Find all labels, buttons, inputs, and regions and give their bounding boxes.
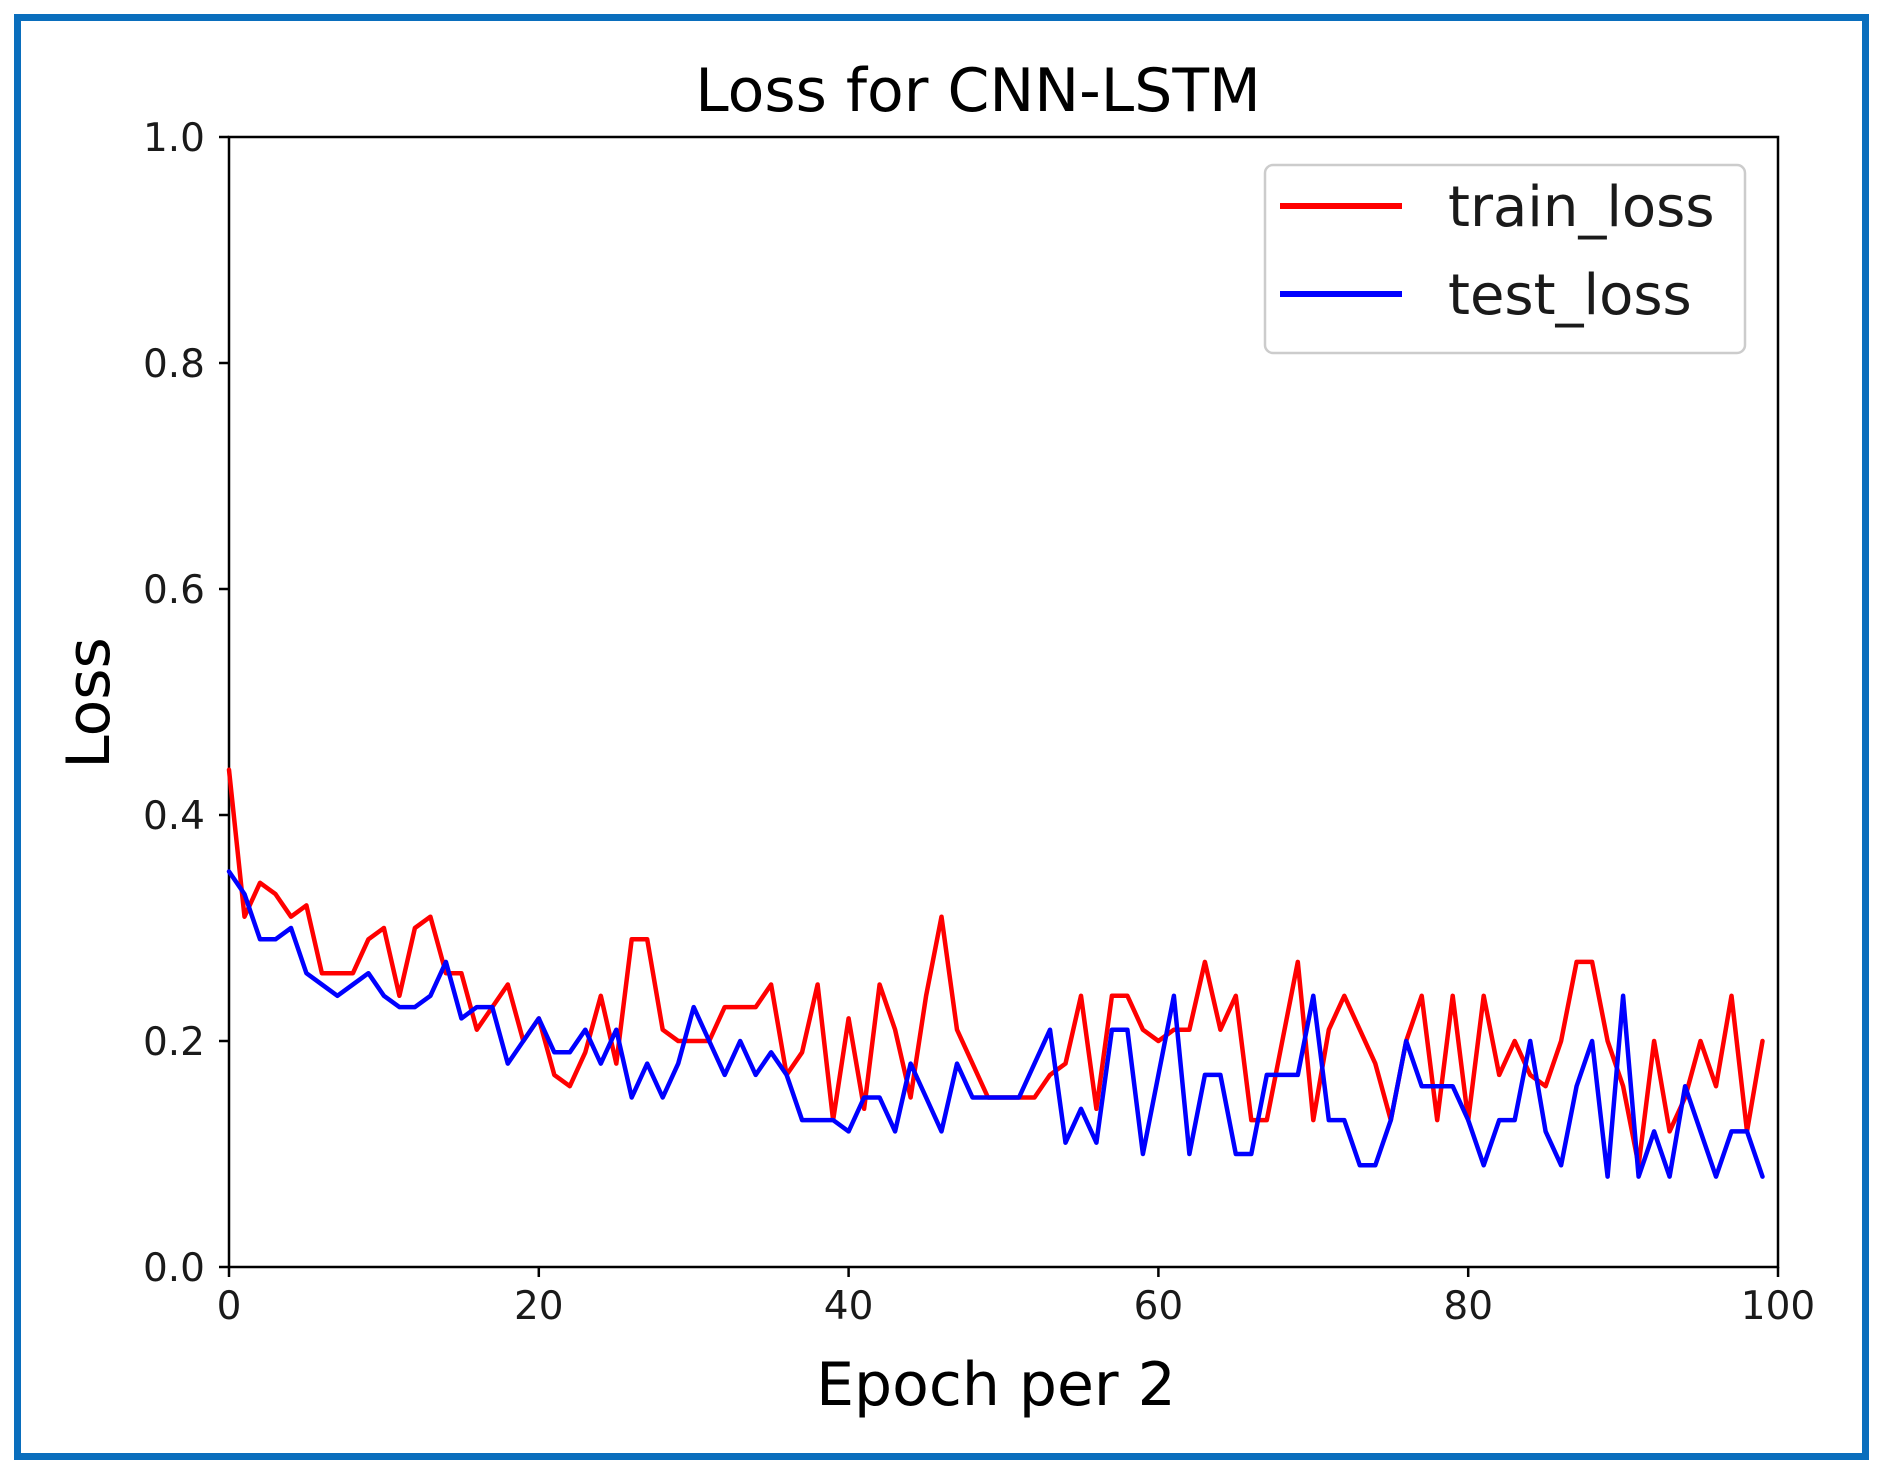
y-tick-label: 0.8 bbox=[143, 342, 205, 387]
series-line-test-loss bbox=[226, 869, 1765, 1179]
y-axis: 0.0 0.2 0.4 0.6 0.8 1.0 bbox=[143, 116, 229, 1291]
x-tick-label: 20 bbox=[514, 1284, 564, 1329]
y-tick-label: 1.0 bbox=[143, 116, 205, 161]
y-tick-label: 0.0 bbox=[143, 1246, 205, 1291]
chart-title: Loss for CNN-LSTM bbox=[695, 56, 1261, 126]
x-axis: 0 20 40 60 80 100 bbox=[217, 1267, 1815, 1329]
legend-label-test-loss: test_loss bbox=[1448, 263, 1692, 328]
x-tick-label: 60 bbox=[1134, 1284, 1184, 1329]
x-tick-label: 40 bbox=[824, 1284, 874, 1329]
legend-box bbox=[1263, 163, 1747, 355]
x-tick-label: 100 bbox=[1741, 1284, 1815, 1329]
series-layer bbox=[226, 767, 1765, 1179]
x-tick-label: 0 bbox=[217, 1284, 242, 1329]
y-axis-label: Loss bbox=[54, 637, 124, 769]
y-tick-label: 0.2 bbox=[143, 1020, 205, 1065]
y-tick-label: 0.4 bbox=[143, 794, 205, 839]
x-tick-label: 80 bbox=[1443, 1284, 1493, 1329]
legend-label-train-loss: train_loss bbox=[1448, 175, 1715, 240]
y-tick-label: 0.6 bbox=[143, 568, 205, 613]
x-axis-label: Epoch per 2 bbox=[816, 1350, 1176, 1420]
legend: train_loss test_loss bbox=[1263, 163, 1747, 355]
